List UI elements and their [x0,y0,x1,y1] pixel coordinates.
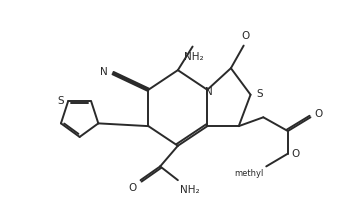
Text: O: O [292,149,300,159]
Text: N: N [100,67,108,77]
Text: O: O [129,183,137,193]
Text: S: S [57,96,64,106]
Text: methyl: methyl [234,169,263,178]
Text: S: S [256,89,263,99]
Text: O: O [241,31,250,41]
Text: N: N [205,87,213,97]
Text: O: O [314,109,323,119]
Text: NH₂: NH₂ [180,185,200,195]
Text: NH₂: NH₂ [184,53,203,62]
